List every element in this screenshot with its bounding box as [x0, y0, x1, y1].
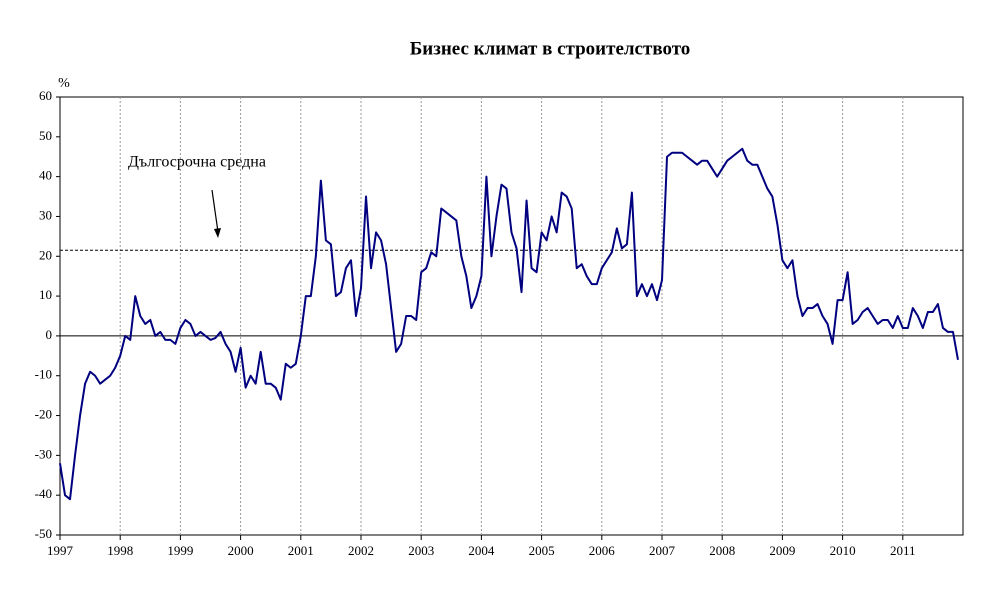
x-tick-label: 2006: [589, 543, 616, 558]
x-tick-label: 2009: [769, 543, 795, 558]
x-tick-label: 2000: [228, 543, 254, 558]
y-axis-label: %: [58, 76, 70, 91]
chart-title: Бизнес климат в строителството: [410, 38, 691, 59]
x-tick-label: 2011: [890, 543, 916, 558]
x-tick-label: 2003: [408, 543, 434, 558]
x-tick-label: 1998: [107, 543, 133, 558]
y-tick-label: 50: [39, 128, 52, 143]
x-tick-label: 2008: [709, 543, 735, 558]
x-tick-label: 1997: [47, 543, 74, 558]
y-tick-label: 40: [39, 168, 52, 183]
annotation: Дългосрочна средна: [128, 154, 266, 171]
x-tick-label: 2004: [468, 543, 495, 558]
data-line: [59, 147, 959, 501]
x-tick-label: 2001: [288, 543, 314, 558]
y-tick-label: 30: [39, 207, 52, 222]
x-tick-label: 2002: [348, 543, 374, 558]
y-tick-label: -30: [35, 446, 52, 461]
y-tick-label: 10: [39, 287, 52, 302]
x-tick-label: 1999: [167, 543, 193, 558]
y-tick-label: -50: [35, 526, 52, 541]
y-tick-label: -40: [35, 486, 52, 501]
y-tick-label: -10: [35, 367, 52, 382]
y-tick-label: 60: [39, 88, 52, 103]
y-tick-label: 20: [39, 247, 52, 262]
y-tick-label: -20: [35, 407, 52, 422]
x-tick-label: 2007: [649, 543, 676, 558]
x-tick-label: 2005: [529, 543, 555, 558]
arrow-head: [214, 228, 221, 238]
x-tick-label: 2010: [830, 543, 856, 558]
arrow: [211, 189, 219, 233]
plot-area: [59, 96, 964, 536]
y-tick-label: 0: [46, 327, 53, 342]
